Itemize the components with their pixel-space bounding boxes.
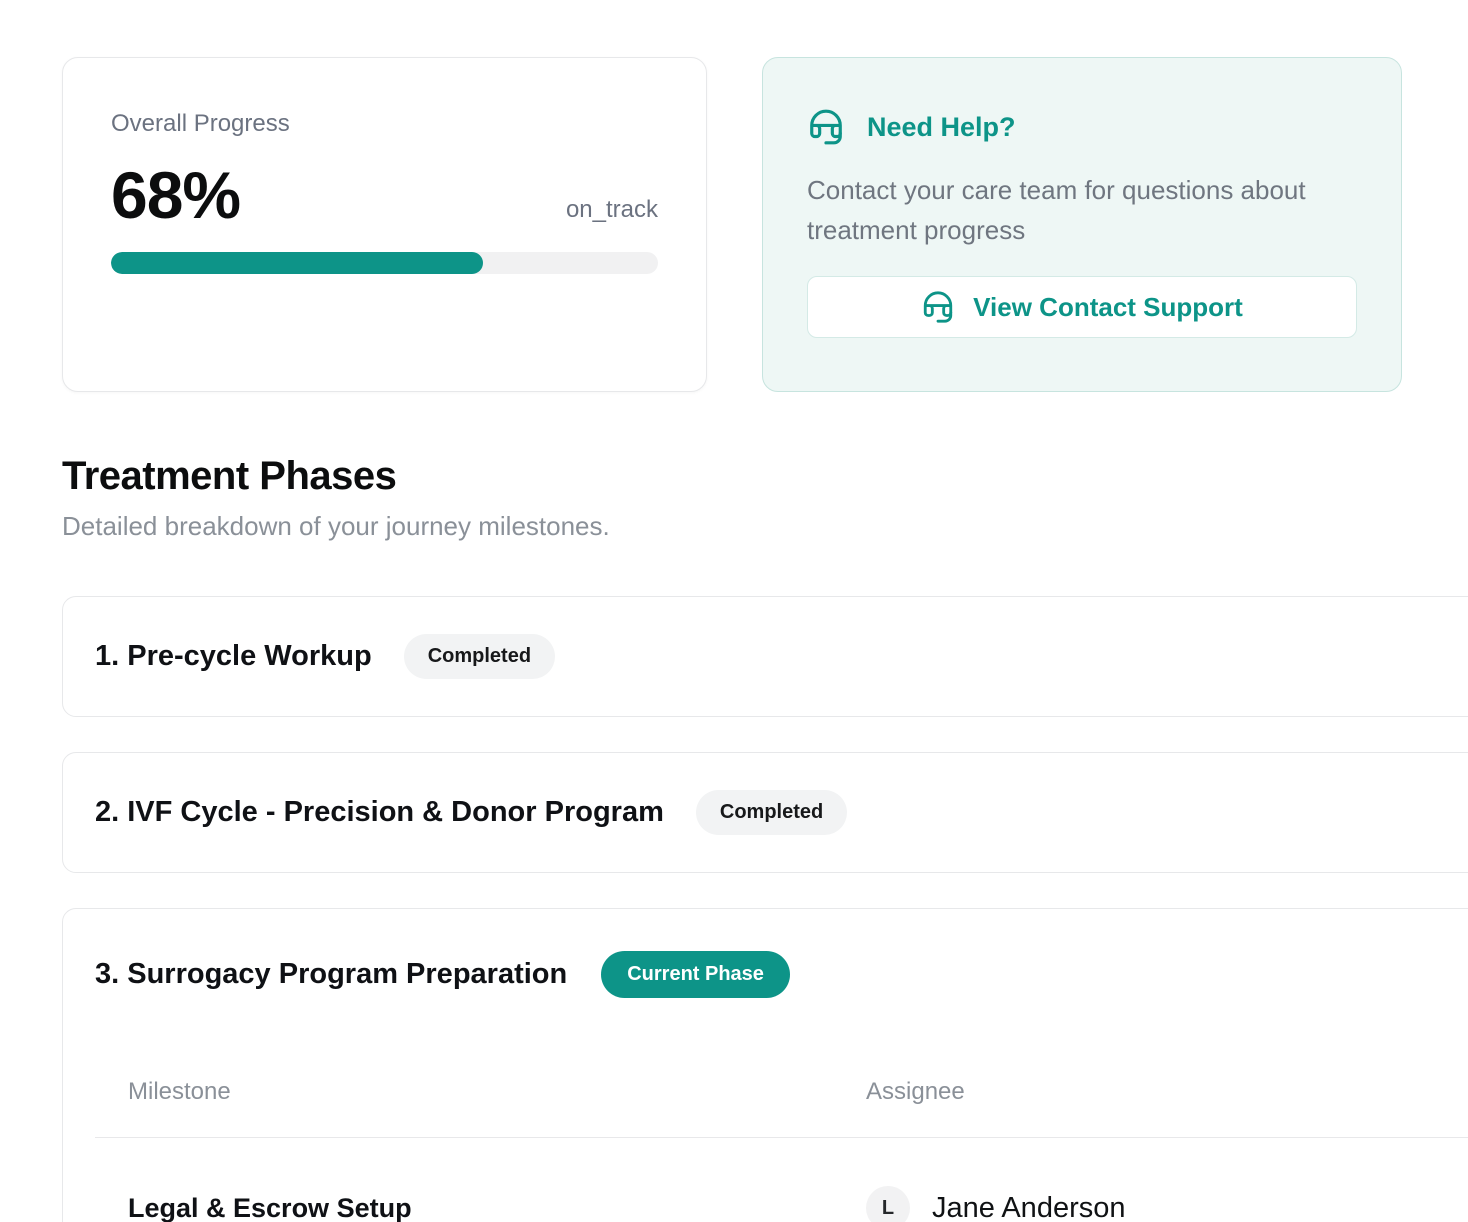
assignee-cell: L Jane Anderson <box>866 1186 1468 1222</box>
need-help-card: Need Help? Contact your care team for qu… <box>762 57 1402 392</box>
milestone-row: Legal & Escrow Setup L Jane Anderson <box>63 1138 1468 1222</box>
progress-status: on_track <box>565 196 658 223</box>
phase-title: 3. Surrogacy Program Preparation <box>95 958 568 990</box>
progress-value-row: 68% on_track <box>111 162 658 228</box>
progress-bar-fill <box>111 252 483 274</box>
column-header-milestone: Milestone <box>128 1078 231 1105</box>
page-subtitle: Detailed breakdown of your journey miles… <box>62 511 610 541</box>
summary-cards: Overall Progress 68% on_track Need Help?… <box>62 57 1468 392</box>
assignee-avatar: L <box>866 1186 910 1222</box>
table-divider <box>95 1137 1468 1138</box>
phase-card-2[interactable]: 2. IVF Cycle - Precision & Donor Program… <box>62 752 1468 873</box>
need-help-header: Need Help? <box>807 108 1357 146</box>
page-title: Treatment Phases <box>62 454 397 498</box>
phase-title: 2. IVF Cycle - Precision & Donor Program <box>95 796 664 828</box>
column-header-assignee: Assignee <box>866 1078 965 1105</box>
phase-header: 3. Surrogacy Program Preparation Current… <box>63 909 1468 998</box>
progress-percent: 68% <box>111 158 241 232</box>
phase-title: 1. Pre-cycle Workup <box>95 640 372 672</box>
phase-status-badge: Completed <box>695 790 848 835</box>
view-contact-support-button[interactable]: View Contact Support <box>807 276 1357 338</box>
headset-icon <box>921 290 955 324</box>
headset-icon <box>807 108 845 146</box>
need-help-description: Contact your care team for questions abo… <box>807 175 1306 245</box>
progress-bar <box>111 252 658 274</box>
view-contact-support-label: View Contact Support <box>973 291 1243 322</box>
current-phase-badge: Current Phase <box>601 951 790 998</box>
phase-card-1[interactable]: 1. Pre-cycle Workup Completed <box>62 596 1468 717</box>
phase-list: 1. Pre-cycle Workup Completed 2. IVF Cyc… <box>62 596 1468 1222</box>
milestone-name: Legal & Escrow Setup <box>128 1192 412 1222</box>
need-help-title: Need Help? <box>867 111 1016 142</box>
assignee-name: Jane Anderson <box>932 1191 1126 1222</box>
phase-status-badge: Completed <box>403 634 556 679</box>
overall-progress-card: Overall Progress 68% on_track <box>62 57 707 392</box>
milestones-table-header: Milestone Assignee <box>63 1078 1468 1106</box>
overall-progress-label: Overall Progress <box>111 110 290 137</box>
phase-card-3[interactable]: 3. Surrogacy Program Preparation Current… <box>62 908 1468 1222</box>
